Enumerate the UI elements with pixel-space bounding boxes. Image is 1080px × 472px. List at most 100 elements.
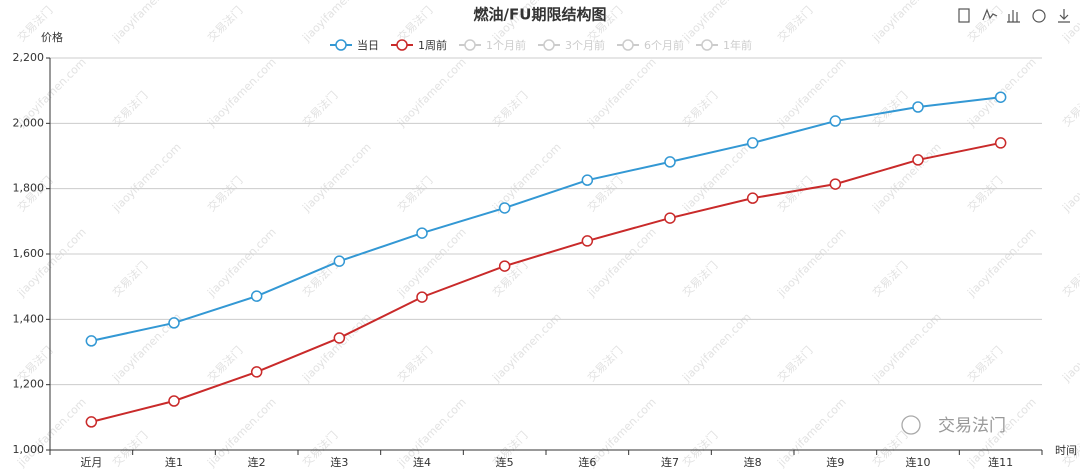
data-point bbox=[581, 174, 594, 186]
watermark-text: jiaoyifamen.com bbox=[394, 56, 468, 130]
watermark-text: jiaoyifamen.com bbox=[394, 226, 468, 300]
legend-symbol bbox=[335, 39, 347, 51]
data-point bbox=[333, 255, 346, 267]
watermark-text: 交易法门 bbox=[584, 343, 625, 384]
x-tick-label: 连4 bbox=[413, 456, 431, 469]
y-tick-label: 1,400 bbox=[13, 312, 45, 325]
chart-title: 燃油/FU期限结构图 bbox=[474, 6, 607, 24]
watermark-text: jiaoyifamen.com bbox=[299, 311, 373, 385]
data-point bbox=[829, 115, 842, 127]
watermark-text: jiaoyifamen.com bbox=[109, 0, 183, 45]
x-tick-label: 连8 bbox=[744, 456, 762, 469]
watermark-text: jiaoyifamen.com bbox=[394, 396, 468, 470]
x-tick-label: 连2 bbox=[248, 456, 266, 469]
watermark-text: 交易法门 bbox=[774, 3, 815, 44]
legend-label: 6个月前 bbox=[644, 38, 684, 52]
watermark-text: 交易法门 bbox=[394, 173, 435, 214]
watermark-text: 交易法门 bbox=[679, 428, 720, 469]
y-axis-label: 价格 bbox=[41, 30, 63, 44]
data-point bbox=[912, 154, 924, 166]
tool-bar[interactable] bbox=[1007, 10, 1020, 23]
watermark-text: jiaoyifamen.com bbox=[489, 141, 563, 215]
data-point bbox=[994, 91, 1007, 103]
watermark-text: jiaoyifamen.com bbox=[679, 311, 753, 385]
legend-symbol bbox=[464, 39, 476, 51]
data-point bbox=[498, 202, 511, 214]
watermark-text: 交易法门 bbox=[964, 173, 1005, 214]
watermark-text: 交易法门 bbox=[1059, 88, 1080, 129]
data-point bbox=[168, 317, 180, 329]
x-axis-label: 时间 bbox=[1055, 444, 1077, 457]
watermark-text: jiaoyifamen.com bbox=[204, 226, 278, 300]
x-tick-label: 连9 bbox=[826, 456, 844, 469]
y-tick-label: 1,200 bbox=[13, 378, 45, 391]
watermark-text: 交易法门 bbox=[869, 258, 910, 299]
legend-label: 当日 bbox=[357, 38, 379, 52]
data-point bbox=[664, 156, 676, 168]
watermark-text: jiaoyifamen.com bbox=[14, 396, 88, 470]
x-tick-label: 连5 bbox=[496, 456, 514, 469]
watermark-text: jiaoyifamen.com bbox=[204, 56, 278, 130]
watermark-text: jiaoyifamen.com bbox=[584, 226, 658, 300]
data-point bbox=[994, 137, 1007, 149]
tool-data-view[interactable] bbox=[958, 8, 970, 23]
watermark-text: 交易法门 bbox=[679, 258, 720, 299]
watermark-text: jiaoyifamen.com bbox=[204, 396, 278, 470]
tool-save[interactable] bbox=[1058, 9, 1070, 23]
tool-line[interactable] bbox=[982, 8, 998, 21]
watermark-text: jiaoyifamen.com bbox=[1059, 141, 1080, 215]
series-line bbox=[91, 141, 1001, 423]
data-point bbox=[85, 335, 98, 347]
data-point bbox=[416, 291, 428, 303]
data-point bbox=[746, 137, 759, 149]
watermark-text: jiaoyifamen.com bbox=[869, 0, 943, 45]
toolbox[interactable] bbox=[958, 8, 1070, 23]
watermark-text: 交易法门 bbox=[774, 343, 815, 384]
watermark-text: jiaoyifamen.com bbox=[964, 226, 1038, 300]
legend-item[interactable]: 当日 bbox=[330, 38, 379, 52]
legend-symbol bbox=[701, 39, 713, 51]
legend-item[interactable]: 6个月前 bbox=[617, 38, 684, 52]
legend-item[interactable]: 1年前 bbox=[696, 38, 752, 52]
legend-label: 3个月前 bbox=[565, 38, 605, 52]
watermark-text: jiaoyifamen.com bbox=[774, 226, 848, 300]
data-point bbox=[85, 416, 98, 428]
data-point bbox=[333, 332, 346, 344]
legend-symbol bbox=[396, 39, 408, 51]
watermark-text: jiaoyifamen.com bbox=[109, 141, 183, 215]
data-point bbox=[498, 260, 511, 272]
legend-item[interactable]: 3个月前 bbox=[538, 38, 605, 52]
watermark-text: 交易法门 bbox=[204, 173, 245, 214]
y-tick-label: 1,000 bbox=[13, 443, 45, 456]
x-tick-label: 连3 bbox=[330, 456, 348, 469]
legend-label: 1周前 bbox=[418, 38, 447, 52]
watermark-text: 交易法门 bbox=[964, 343, 1005, 384]
data-point bbox=[912, 101, 924, 113]
legend-item[interactable]: 1个月前 bbox=[459, 38, 526, 52]
watermark-text: jiaoyifamen.com bbox=[489, 311, 563, 385]
legend-label: 1个月前 bbox=[486, 38, 526, 52]
x-tick-label: 近月 bbox=[80, 456, 102, 469]
watermark-text: 交易法门 bbox=[1059, 258, 1080, 299]
data-point bbox=[829, 178, 842, 190]
data-point bbox=[250, 366, 263, 378]
legend-symbol bbox=[622, 39, 634, 51]
watermark-text: 交易法门 bbox=[964, 3, 1005, 44]
y-tick-label: 1,600 bbox=[13, 247, 45, 260]
tool-restore[interactable] bbox=[1032, 9, 1046, 23]
legend-item[interactable]: 1周前 bbox=[391, 38, 447, 52]
watermark-text: 交易法门 bbox=[109, 428, 150, 469]
logo: 交易法门 bbox=[901, 415, 1006, 436]
watermark-text: jiaoyifamen.com bbox=[869, 311, 943, 385]
y-tick-label: 1,800 bbox=[13, 182, 45, 195]
watermark-text: jiaoyifamen.com bbox=[584, 56, 658, 130]
logo-icon bbox=[901, 415, 921, 435]
data-point bbox=[746, 192, 759, 204]
data-point bbox=[664, 212, 676, 224]
y-tick-label: 2,200 bbox=[13, 51, 45, 64]
legend-symbol bbox=[543, 39, 555, 51]
watermark-text: 交易法门 bbox=[109, 258, 150, 299]
x-tick-label: 连11 bbox=[988, 456, 1013, 469]
x-tick-label: 连10 bbox=[906, 456, 931, 469]
